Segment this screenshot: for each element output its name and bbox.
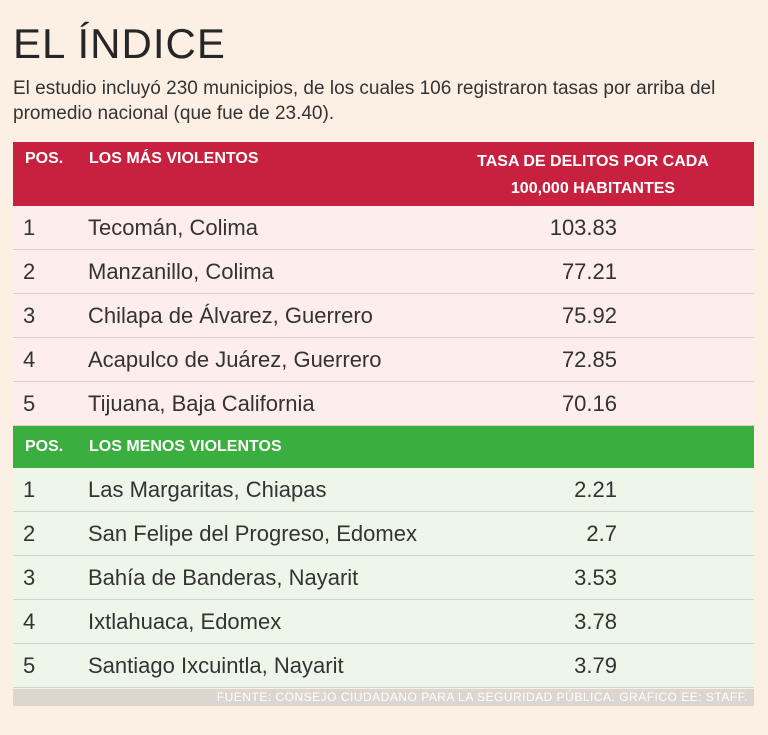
most-violent-rows: 1 Tecomán, Colima 103.83 2 Manzanillo, C… — [13, 206, 754, 426]
row-municipality: Tijuana, Baja California — [88, 391, 315, 416]
row-municipality: Chilapa de Álvarez, Guerrero — [88, 303, 373, 328]
row-rate: 72.85 — [561, 347, 617, 372]
row-rate: 70.16 — [561, 391, 617, 416]
row-municipality: Santiago Ixcuintla, Nayarit — [88, 653, 344, 678]
source-footer: FUENTE: CONSEJO CIUDADANO PARA LA SEGURI… — [13, 689, 754, 706]
row-position: 3 — [23, 303, 36, 328]
row-municipality: San Felipe del Progreso, Edomex — [88, 521, 417, 546]
table-row: 1 Tecomán, Colima 103.83 — [13, 206, 754, 250]
table-row: 2 Manzanillo, Colima 77.21 — [13, 250, 754, 294]
least-violent-rows: 1 Las Margaritas, Chiapas 2.21 2 San Fel… — [13, 468, 754, 688]
page-title: EL ÍNDICE — [13, 20, 226, 67]
row-rate: 3.79 — [574, 653, 617, 678]
row-rate: 75.92 — [561, 303, 617, 328]
intro-text: El estudio incluyó 230 municipios, de lo… — [13, 78, 716, 124]
source-text: FUENTE: CONSEJO CIUDADANO PARA LA SEGURI… — [216, 690, 748, 704]
table-row: 5 Tijuana, Baja California 70.16 — [13, 382, 754, 426]
row-rate: 77.21 — [561, 259, 617, 284]
rate-header-line-1: TASA DE DELITOS POR CADA — [477, 153, 709, 170]
most-violent-column-header: LOS MÁS VIOLENTOS — [89, 150, 259, 167]
row-municipality: Tecomán, Colima — [88, 215, 258, 240]
table-row: 3 Chilapa de Álvarez, Guerrero 75.92 — [13, 294, 754, 338]
row-position: 4 — [23, 609, 36, 634]
row-municipality: Acapulco de Juárez, Guerrero — [88, 347, 382, 372]
pos-column-header: POS. — [25, 150, 64, 167]
table-row: 4 Ixtlahuaca, Edomex 3.78 — [13, 600, 754, 644]
row-rate: 2.7 — [586, 521, 617, 546]
row-municipality: Ixtlahuaca, Edomex — [88, 609, 282, 634]
row-position: 2 — [23, 521, 36, 546]
row-municipality: Bahía de Banderas, Nayarit — [88, 565, 359, 590]
least-violent-column-header: LOS MENOS VIOLENTOS — [89, 438, 282, 455]
row-position: 5 — [23, 391, 36, 416]
row-position: 1 — [23, 215, 36, 240]
pos-column-header: POS. — [25, 438, 64, 455]
rate-header-line-2: 100,000 HABITANTES — [510, 180, 676, 197]
table-row: 3 Bahía de Banderas, Nayarit 3.53 — [13, 556, 754, 600]
least-violent-header: POS. LOS MENOS VIOLENTOS — [13, 426, 754, 468]
ranking-table: POS. LOS MÁS VIOLENTOS TASA DE DELITOS P… — [13, 142, 754, 688]
rate-column-header: TASA DE DELITOS POR CADA 100,000 HABITAN… — [443, 148, 743, 202]
row-position: 5 — [23, 653, 36, 678]
table-row: 5 Santiago Ixcuintla, Nayarit 3.79 — [13, 644, 754, 688]
row-position: 4 — [23, 347, 36, 372]
row-municipality: Manzanillo, Colima — [88, 259, 274, 284]
table-row: 4 Acapulco de Juárez, Guerrero 72.85 — [13, 338, 754, 382]
row-rate: 3.78 — [574, 609, 617, 634]
row-position: 1 — [23, 477, 36, 502]
table-row: 2 San Felipe del Progreso, Edomex 2.7 — [13, 512, 754, 556]
row-municipality: Las Margaritas, Chiapas — [88, 477, 327, 502]
row-position: 3 — [23, 565, 36, 590]
row-rate: 2.21 — [574, 477, 617, 502]
row-rate: 103.83 — [549, 215, 617, 240]
table-row: 1 Las Margaritas, Chiapas 2.21 — [13, 468, 754, 512]
row-position: 2 — [23, 259, 36, 284]
row-rate: 3.53 — [574, 565, 617, 590]
most-violent-header: POS. LOS MÁS VIOLENTOS TASA DE DELITOS P… — [13, 142, 754, 206]
